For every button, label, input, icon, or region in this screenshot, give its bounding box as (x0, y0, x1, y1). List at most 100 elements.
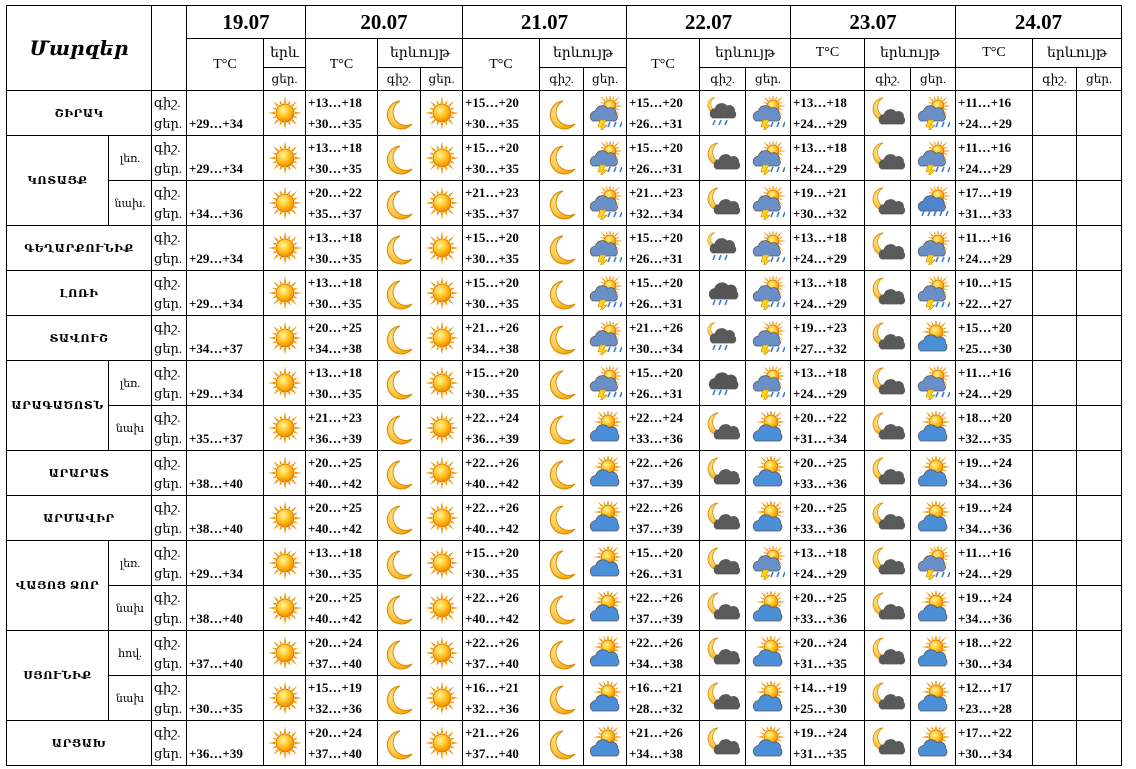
sun-cloud-icon (585, 636, 626, 670)
weather-icon-cell (745, 720, 791, 766)
temp-night: +20…+25 (308, 590, 362, 605)
temp-day: +33…+36 (629, 431, 683, 446)
day-label: ցեր. (154, 251, 183, 266)
weather-icon-cell (1076, 720, 1122, 766)
temp-cell: +35…+37 (186, 405, 264, 451)
temp-cell: +15…+20 +26…+31 (626, 270, 700, 316)
temp-night: +11…+16 (958, 140, 1012, 155)
undefined-icon (1034, 366, 1076, 400)
moon-icon (541, 96, 583, 130)
temp-night: +14…+19 (793, 680, 847, 695)
temp-cell: +15…+20 +30…+35 (462, 225, 540, 271)
day-header: ցեր. (420, 67, 463, 91)
temp-cell: +29…+34 (186, 135, 264, 181)
date-20-07: 20.07 (305, 5, 463, 39)
sun-cloud-icon (747, 681, 790, 715)
moon-icon (379, 726, 420, 760)
weather-icon-cell (539, 405, 584, 451)
temp-day: +40…+42 (465, 476, 519, 491)
weather-icon-cell (910, 450, 956, 496)
moon-icon (541, 591, 583, 625)
temp-cell: +29…+34 (186, 270, 264, 316)
temp-night: +13…+18 (308, 140, 362, 155)
undefined-icon (1034, 141, 1076, 175)
day-header: ցեր. (910, 67, 956, 91)
sun-cloud-icon (912, 501, 955, 535)
temp-day: +27…+32 (793, 341, 847, 356)
sun-cloud-icon (747, 501, 790, 535)
sun-icon (422, 141, 462, 175)
temp-day: +26…+31 (629, 386, 683, 401)
temp-day: +34…+36 (189, 206, 243, 221)
moon-icon (541, 141, 583, 175)
temp-day: +30…+35 (308, 566, 362, 581)
temp-day: +29…+34 (189, 161, 243, 176)
temp-day: +28…+32 (629, 701, 683, 716)
temp-night: +11…+16 (958, 230, 1012, 245)
time-of-day-labels: գիշ. ցեր. (151, 90, 187, 136)
temp-day: +30…+35 (308, 251, 362, 266)
temp-day: +37…+40 (465, 746, 519, 761)
temp-cell: +22…+26 +34…+38 (626, 630, 700, 676)
temp-cell: +13…+18 +24…+29 (790, 540, 865, 586)
weather-icon-cell (263, 135, 306, 181)
weather-icon-cell (377, 270, 421, 316)
moon-cloud-icon (866, 186, 910, 220)
temp-day: +32…+36 (465, 701, 519, 716)
weather-icon-cell (699, 540, 746, 586)
time-of-day-labels: գիշ. ցեր. (151, 540, 187, 586)
temp-cell: +15…+20 +30…+35 (462, 540, 540, 586)
night-label: գիշ. (154, 590, 181, 605)
sun-icon (265, 186, 305, 220)
weather-icon-cell (263, 90, 306, 136)
time-of-day-labels: գիշ. ցեր. (151, 630, 187, 676)
temp-day: +30…+34 (958, 656, 1012, 671)
moon-cloud-icon (701, 546, 745, 580)
night-label: գիշ. (154, 635, 181, 650)
forecast-table: Մարզեր 19.07 20.07 21.07 22.07 23.07 24.… (6, 5, 1122, 766)
temp-cell: +17…+19 +31…+33 (955, 180, 1033, 226)
temp-day: +31…+34 (793, 431, 847, 446)
temp-night: +19…+24 (958, 590, 1012, 605)
weather-icon-cell (1032, 225, 1077, 271)
temp-day: +30…+35 (189, 701, 243, 716)
weather-icon-cell (420, 315, 463, 361)
temp-cell: +20…+22 +31…+34 (790, 405, 865, 451)
sun-cloud-icon (585, 726, 626, 760)
weather-icon-cell (745, 405, 791, 451)
storm-icon (747, 231, 790, 265)
temp-cell: +13…+18 +24…+29 (790, 90, 865, 136)
temp-cell: +29…+34 (186, 360, 264, 406)
weather-icon-cell (583, 225, 627, 271)
sun-icon (265, 411, 305, 445)
temp-cell: +29…+34 (186, 225, 264, 271)
temp-cell: +19…+23 +27…+32 (790, 315, 865, 361)
temp-day: +30…+34 (629, 341, 683, 356)
moon-cloud-icon (701, 681, 745, 715)
region-name: ԱՐԱՐԱՏ (6, 450, 152, 496)
time-of-day-labels: գիշ. ցեր. (151, 405, 187, 451)
regions-header: Մարզեր (6, 5, 152, 91)
weather-icon-cell (864, 720, 911, 766)
subregion-name: լեռ. (108, 135, 152, 181)
undefined-icon (1034, 726, 1076, 760)
night-label: գիշ. (154, 275, 181, 290)
storm-icon (585, 276, 626, 310)
temp-night: +22…+26 (465, 455, 519, 470)
sun-cloud-icon (912, 411, 955, 445)
temp-night: +22…+26 (629, 590, 683, 605)
temp-day: +30…+35 (465, 161, 519, 176)
temp-night: +22…+26 (465, 635, 519, 650)
weather-icon-cell (910, 225, 956, 271)
temp-cell: +13…+18 +24…+29 (790, 225, 865, 271)
weather-icon-cell (539, 720, 584, 766)
moon-icon (379, 321, 420, 355)
sun-icon (265, 501, 305, 535)
night-label: գիշ. (154, 455, 181, 470)
night-label: գիշ. (154, 365, 181, 380)
weather-icon-cell (910, 675, 956, 721)
date-21-07: 21.07 (462, 5, 627, 39)
moon-cloud-icon (701, 411, 745, 445)
temp-day: +34…+36 (958, 476, 1012, 491)
weather-icon-cell (745, 540, 791, 586)
